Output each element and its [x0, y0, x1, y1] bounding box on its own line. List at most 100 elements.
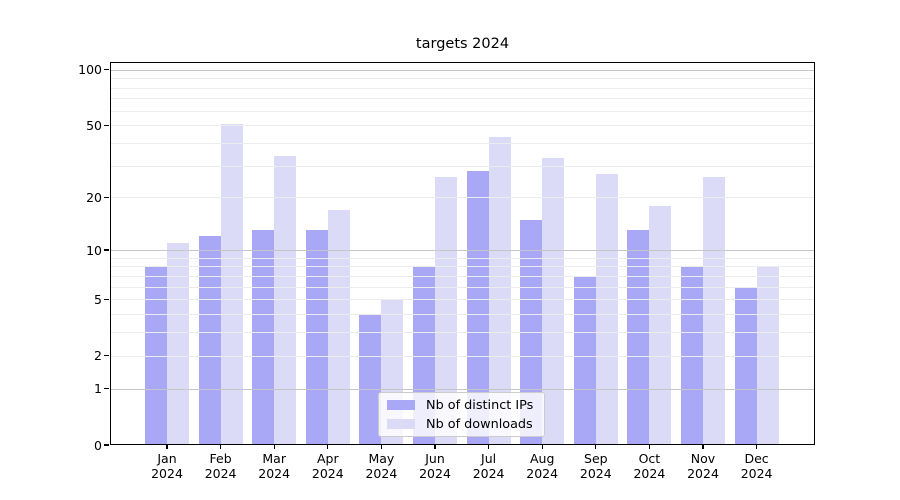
x-tick-label-jun: Jun 2024 [403, 451, 467, 481]
x-tick-jun [434, 445, 436, 449]
x-label-year: 2024 [633, 465, 666, 481]
minor-gridline-20 [110, 197, 815, 199]
y-tick-label-10: 10 [86, 242, 102, 258]
bar-distinct-ips-mar [252, 230, 275, 445]
bar-downloads-dec [756, 266, 779, 445]
bar-distinct-ips-nov [681, 266, 703, 445]
bar-distinct-ips-apr [305, 230, 328, 445]
major-gridline-100 [110, 69, 815, 71]
bar-downloads-feb [220, 123, 243, 445]
x-label-month: Mar [262, 451, 286, 466]
major-gridline-1 [110, 388, 815, 390]
bar-distinct-ips-jul [466, 171, 489, 445]
x-label-month: Nov [690, 451, 716, 466]
x-tick-oct [648, 445, 651, 449]
minor-gridline-7 [110, 275, 815, 277]
x-tick-apr [327, 445, 329, 449]
x-tick-may [380, 445, 383, 449]
y-tick-5 [104, 298, 109, 300]
x-label-year: 2024 [151, 465, 183, 481]
x-label-year: 2024 [526, 465, 559, 481]
minor-gridline-90 [110, 78, 815, 80]
y-tick-label-1: 1 [94, 381, 102, 397]
y-tick-label-20: 20 [86, 189, 102, 205]
bar-downloads-nov [703, 177, 725, 445]
x-tick-label-dec: Dec 2024 [725, 451, 789, 481]
x-tick-label-oct: Oct 2024 [617, 451, 681, 481]
x-label-year: 2024 [740, 465, 773, 481]
y-tick-50 [104, 124, 109, 126]
x-tick-label-sep: Sep 2024 [564, 451, 628, 481]
x-tick-label-feb: Feb 2024 [189, 451, 253, 481]
bar-distinct-ips-oct [627, 230, 650, 445]
x-label-month: Oct [638, 451, 661, 466]
minor-gridline-70 [110, 98, 815, 100]
y-tick-label-2: 2 [94, 348, 102, 364]
legend-label-distinct-ips: Nb of distinct IPs [426, 397, 534, 413]
bar-downloads-oct [649, 205, 672, 445]
minor-gridline-9 [110, 257, 815, 259]
x-label-year: 2024 [311, 465, 344, 481]
x-label-year: 2024 [419, 465, 451, 481]
minor-gridline-30 [110, 165, 815, 167]
y-tick-label-50: 50 [86, 117, 102, 133]
x-tick-sep [595, 445, 597, 449]
x-tick-label-jul: Jul 2024 [457, 451, 521, 481]
x-label-month: Jan [157, 451, 177, 466]
x-tick-label-jan: Jan 2024 [135, 451, 199, 481]
x-tick-jan [166, 445, 168, 449]
bar-downloads-sep [595, 174, 618, 445]
bar-distinct-ips-jan [145, 266, 167, 445]
bar-distinct-ips-may [359, 314, 382, 445]
x-tick-label-aug: Aug 2024 [510, 451, 574, 481]
bar-downloads-apr [327, 209, 350, 445]
x-label-year: 2024 [258, 465, 291, 481]
minor-gridline-80 [110, 87, 815, 89]
legend-item-downloads: Nb of downloads [387, 417, 536, 432]
legend: Nb of distinct IPs Nb of downloads [378, 392, 545, 437]
bar-downloads-jan [167, 242, 189, 445]
x-tick-label-nov: Nov 2024 [671, 451, 735, 481]
x-label-month: Jun [425, 451, 445, 466]
y-tick-label-5: 5 [94, 291, 102, 307]
y-tick-label-100: 100 [78, 62, 102, 78]
y-tick-20 [104, 196, 109, 199]
x-label-month: Apr [316, 451, 339, 466]
legend-label-downloads: Nb of downloads [426, 416, 533, 432]
x-tick-nov [702, 445, 704, 449]
chart-title: targets 2024 [415, 36, 510, 52]
x-label-month: Dec [744, 451, 769, 466]
y-tick-10 [104, 249, 109, 251]
y-tick-1 [104, 387, 109, 390]
minor-gridline-50 [110, 125, 815, 127]
bar-downloads-mar [274, 155, 297, 445]
x-tick-dec [755, 445, 758, 449]
minor-gridline-40 [110, 143, 815, 144]
minor-gridline-8 [110, 266, 815, 268]
minor-gridline-4 [110, 314, 815, 316]
legend-swatch-distinct-ips [387, 400, 415, 410]
bar-distinct-ips-dec [734, 286, 757, 445]
y-tick-2 [104, 355, 109, 357]
x-label-month: May [368, 451, 395, 466]
x-tick-label-may: May 2024 [349, 451, 413, 481]
bar-downloads-jul [488, 137, 511, 445]
bar-downloads-aug [542, 158, 565, 445]
y-tick-100 [104, 69, 109, 71]
minor-gridline-3 [110, 332, 815, 334]
minor-gridline-5 [110, 299, 815, 301]
x-label-month: Feb [209, 451, 232, 466]
x-label-month: Jul [481, 451, 497, 466]
x-label-year: 2024 [365, 465, 398, 481]
x-tick-jul [487, 445, 490, 449]
x-label-year: 2024 [579, 465, 612, 481]
legend-item-distinct-ips: Nb of distinct IPs [387, 398, 536, 413]
x-label-year: 2024 [204, 465, 237, 481]
legend-swatch-downloads [387, 419, 415, 429]
minor-gridline-60 [110, 110, 815, 112]
bar-distinct-ips-sep [573, 275, 596, 445]
x-tick-mar [273, 445, 275, 449]
x-tick-feb [219, 445, 222, 449]
x-label-month: Sep [584, 451, 608, 466]
